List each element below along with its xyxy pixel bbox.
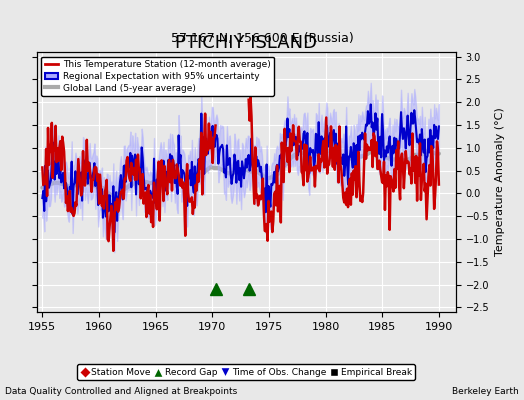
Y-axis label: Temperature Anomaly (°C): Temperature Anomaly (°C)	[495, 108, 505, 256]
Legend: Station Move, Record Gap, Time of Obs. Change, Empirical Break: Station Move, Record Gap, Time of Obs. C…	[77, 364, 416, 380]
Title: PTICHIY ISLAND: PTICHIY ISLAND	[176, 34, 317, 52]
Text: Data Quality Controlled and Aligned at Breakpoints: Data Quality Controlled and Aligned at B…	[5, 387, 237, 396]
Text: 57.167 N, 156.600 E (Russia): 57.167 N, 156.600 E (Russia)	[171, 32, 353, 45]
Text: Berkeley Earth: Berkeley Earth	[452, 387, 519, 396]
